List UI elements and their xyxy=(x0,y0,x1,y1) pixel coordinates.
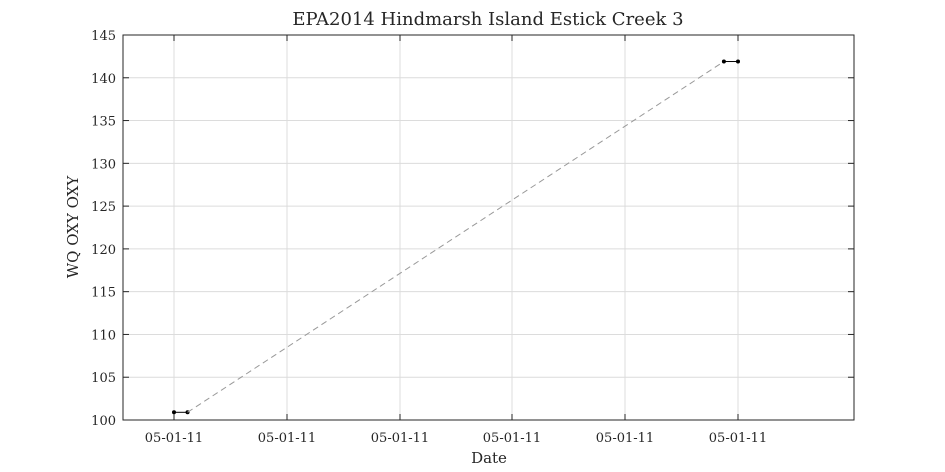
series-line-dashed xyxy=(187,61,725,413)
y-tick-label: 130 xyxy=(91,157,116,172)
data-point xyxy=(736,59,740,64)
data-point xyxy=(721,59,726,64)
axis-ticks: 100 105 110 115 120 125 130 135 140 145 05-01-11 05… xyxy=(91,29,854,446)
y-tick-label: 145 xyxy=(91,29,116,44)
y-tick-label: 135 xyxy=(91,115,116,130)
x-tick-label: 05-01-11 xyxy=(483,431,541,446)
x-tick-label: 05-01-11 xyxy=(596,431,654,446)
x-axis-label: Date xyxy=(471,449,507,467)
plot-area xyxy=(123,35,854,420)
chart-title: EPA2014 Hindmarsh Island Estick Creek 3 xyxy=(292,9,683,30)
y-tick-label: 105 xyxy=(91,371,116,386)
x-tick-label: 05-01-11 xyxy=(145,431,203,446)
x-tick-label: 05-01-11 xyxy=(258,431,316,446)
y-axis-label: WQ OXY OXY xyxy=(64,175,82,279)
x-tick-label: 05-01-11 xyxy=(709,431,767,446)
y-tick-label: 115 xyxy=(91,286,116,301)
y-tick-label: 100 xyxy=(91,414,116,429)
y-tick-label: 140 xyxy=(91,72,116,87)
y-tick-label: 110 xyxy=(91,328,116,343)
y-tick-label: 125 xyxy=(91,200,116,215)
grid xyxy=(123,34,854,421)
x-tick-label: 05-01-11 xyxy=(371,431,429,446)
series-layer xyxy=(172,59,740,415)
y-tick-label: 120 xyxy=(91,243,116,258)
plot-frame xyxy=(122,34,855,421)
data-point xyxy=(172,410,176,415)
